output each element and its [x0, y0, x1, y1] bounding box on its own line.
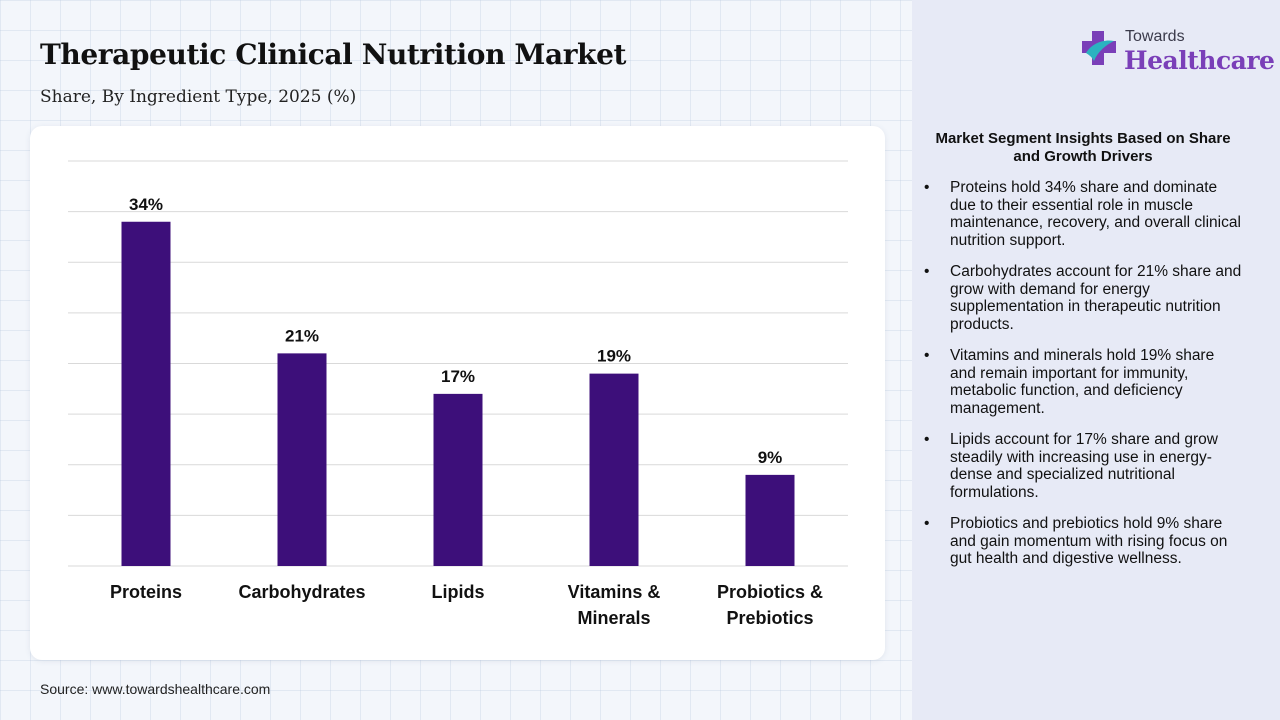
bar-chart: 34% Proteins 21% Carbohydrates 17% Lipids 19% V… — [68, 160, 848, 628]
bullet-icon: • — [924, 515, 930, 532]
insight-text: Probiotics and prebiotics hold 9% share … — [950, 515, 1228, 567]
insight-text: Lipids account for 17% share and grow st… — [950, 431, 1218, 501]
insight-item-vitamins: • Vitamins and minerals hold 19% share a… — [924, 347, 1242, 417]
medical-cross-icon — [1082, 31, 1116, 65]
category-label: Proteins — [110, 582, 182, 602]
bullet-icon: • — [924, 179, 930, 196]
data-label: 34% — [129, 195, 163, 214]
insight-text: Proteins hold 34% share and dominate due… — [950, 179, 1241, 249]
bar — [277, 353, 327, 566]
category-label: Prebiotics — [726, 608, 813, 628]
data-label: 9% — [758, 448, 783, 467]
category-label: Minerals — [577, 608, 650, 628]
data-label: 21% — [285, 326, 319, 345]
insights-list: • Proteins hold 34% share and dominate d… — [924, 179, 1242, 582]
source-note: Source: www.towardshealthcare.com — [40, 681, 271, 697]
insight-text: Carbohydrates account for 21% share and … — [950, 263, 1242, 333]
bar — [433, 393, 483, 566]
bullet-icon: • — [924, 431, 930, 448]
category-label: Lipids — [432, 582, 485, 602]
logo-word-healthcare: Healthcare — [1124, 46, 1275, 75]
data-label: 17% — [441, 367, 475, 386]
bar — [745, 474, 795, 566]
chart-card: 34% Proteins 21% Carbohydrates 17% Lipids 19% V… — [30, 126, 885, 660]
category-label: Probiotics & — [717, 582, 823, 602]
category-label: Carbohydrates — [238, 582, 365, 602]
insight-item-proteins: • Proteins hold 34% share and dominate d… — [924, 179, 1242, 249]
brand-logo: Towards Healthcare — [1080, 27, 1275, 77]
data-label: 19% — [597, 347, 631, 366]
category-label: Vitamins & — [568, 582, 661, 602]
insight-item-lipids: • Lipids account for 17% share and grow … — [924, 431, 1242, 501]
bullet-icon: • — [924, 263, 930, 280]
logo-word-towards: Towards — [1125, 28, 1185, 45]
bar — [589, 373, 639, 566]
insights-title: Market Segment Insights Based on Share a… — [935, 130, 1231, 165]
insight-item-probiotics: • Probiotics and prebiotics hold 9% shar… — [924, 515, 1242, 568]
insight-item-carbohydrates: • Carbohydrates account for 21% share an… — [924, 263, 1242, 333]
bullet-icon: • — [924, 347, 930, 364]
bar — [121, 221, 171, 566]
chart-area: Therapeutic Clinical Nutrition Market Sh… — [30, 38, 885, 697]
page-subtitle: Share, By Ingredient Type, 2025 (%) — [40, 87, 357, 107]
page-title: Therapeutic Clinical Nutrition Market — [40, 38, 627, 71]
insight-text: Vitamins and minerals hold 19% share and… — [950, 347, 1215, 417]
insights-panel — [912, 0, 1280, 720]
